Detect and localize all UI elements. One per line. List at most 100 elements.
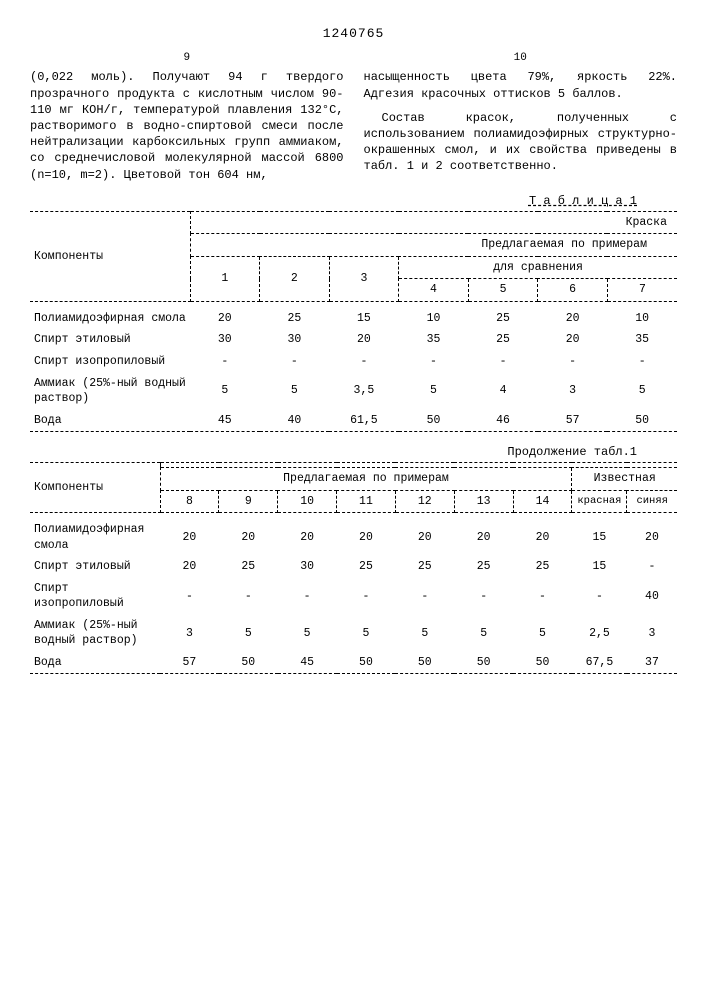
cell: 20 [454,519,513,556]
cell: 5 [395,615,454,652]
cell: 67,5 [572,652,627,674]
right-paragraph-1: насыщенность цвета 79%, яркость 22%. Адг… [364,69,678,101]
cell: - [329,351,399,373]
cell: 5 [399,373,469,410]
cell: 20 [190,308,260,330]
t2-r5-label: Вода [30,652,160,674]
table-row: Аммиак (25%-ный водный раствор) 35555552… [30,615,677,652]
cell: 3 [627,615,677,652]
cell: - [454,578,513,615]
cell: 30 [260,329,330,351]
cell: 5 [454,615,513,652]
cell: 50 [399,410,469,432]
cell: 2,5 [572,615,627,652]
right-col-number: 10 [364,51,678,66]
t2-r4-label: Аммиак (25%-ный водный раствор) [30,615,160,652]
cell: 25 [395,556,454,578]
cell: 25 [468,329,538,351]
table-row: Вода 5750455050505067,537 [30,652,677,674]
left-paragraph: (0,022 моль). Получают 94 г твердого про… [30,69,344,182]
t1-r1-label: Полиамидоэфирная смола [30,308,190,330]
cell: - [219,578,278,615]
two-column-text: 9 (0,022 моль). Получают 94 г твердого п… [30,51,677,183]
t1-r5-label: Вода [30,410,190,432]
cell: 5 [190,373,260,410]
cell: 20 [513,519,572,556]
t1-c7: 7 [607,279,677,302]
t2-c12: 12 [395,490,454,513]
cell: 20 [160,556,219,578]
table-row: Спирт этиловый 30302035252035 [30,329,677,351]
t2-c10: 10 [278,490,337,513]
t1-r2-label: Спирт этиловый [30,329,190,351]
t2-r2-label: Спирт этиловый [30,556,160,578]
cell: 5 [278,615,337,652]
cell: 35 [607,329,677,351]
table-row: Спирт этиловый 2025302525252515- [30,556,677,578]
cell: 25 [454,556,513,578]
document-number: 1240765 [30,25,677,43]
cell: 20 [627,519,677,556]
left-col-number: 9 [30,51,344,66]
cell: 25 [337,556,396,578]
cell: 5 [260,373,330,410]
t1-c3: 3 [329,256,399,301]
cell: 20 [278,519,337,556]
cell: 3 [160,615,219,652]
t1-head-kraska: Краска [190,211,677,234]
cell: 30 [278,556,337,578]
table-row: Аммиак (25%-ный водный раствор) 553,5543… [30,373,677,410]
cell: 46 [468,410,538,432]
t2-c9: 9 [219,490,278,513]
t1-head-components: Компоненты [30,211,190,301]
cell: 3 [538,373,608,410]
t2-c14: 14 [513,490,572,513]
cell: - [607,351,677,373]
cell: 50 [395,652,454,674]
t2-r3-label: Спирт изопропиловый [30,578,160,615]
cell: 20 [219,519,278,556]
cell: 5 [219,615,278,652]
cell: - [260,351,330,373]
cell: - [572,578,627,615]
t1-c4: 4 [399,279,469,302]
cell: 25 [219,556,278,578]
t1-c5: 5 [468,279,538,302]
cell: 25 [468,308,538,330]
cell: 20 [337,519,396,556]
cell: 40 [260,410,330,432]
cell: 20 [538,329,608,351]
t2-c13: 13 [454,490,513,513]
cell: - [468,351,538,373]
table-1-continued: Компоненты Предлагаемая по примерам Изве… [30,462,677,676]
t2-r1-label: Полиамидоэфирная смола [30,519,160,556]
cell: 15 [572,519,627,556]
cell: 45 [278,652,337,674]
cell: - [627,556,677,578]
cell: - [337,578,396,615]
cell: 57 [160,652,219,674]
cell: 45 [190,410,260,432]
cell: - [513,578,572,615]
t2-head-izv: Известная [572,468,677,491]
cell: 5 [607,373,677,410]
cell: 20 [160,519,219,556]
cell: 50 [454,652,513,674]
cell: 3,5 [329,373,399,410]
t2-head-pred: Предлагаемая по примерам [160,468,572,491]
cell: 61,5 [329,410,399,432]
cell: 57 [538,410,608,432]
cell: 50 [337,652,396,674]
table-row: Спирт изопропиловый --------40 [30,578,677,615]
cell: 25 [513,556,572,578]
table-row: Полиамидоэфирная смола 20251510252010 [30,308,677,330]
t2-c11: 11 [337,490,396,513]
cell: - [399,351,469,373]
cell: 50 [607,410,677,432]
t2-head-components: Компоненты [30,463,160,513]
t1-head-pred: Предлагаемая по примерам [190,234,677,257]
cell: - [278,578,337,615]
t1-r4-label: Аммиак (25%-ный водный раствор) [30,373,190,410]
cell: 5 [513,615,572,652]
t2-c-blue: синяя [627,490,677,513]
